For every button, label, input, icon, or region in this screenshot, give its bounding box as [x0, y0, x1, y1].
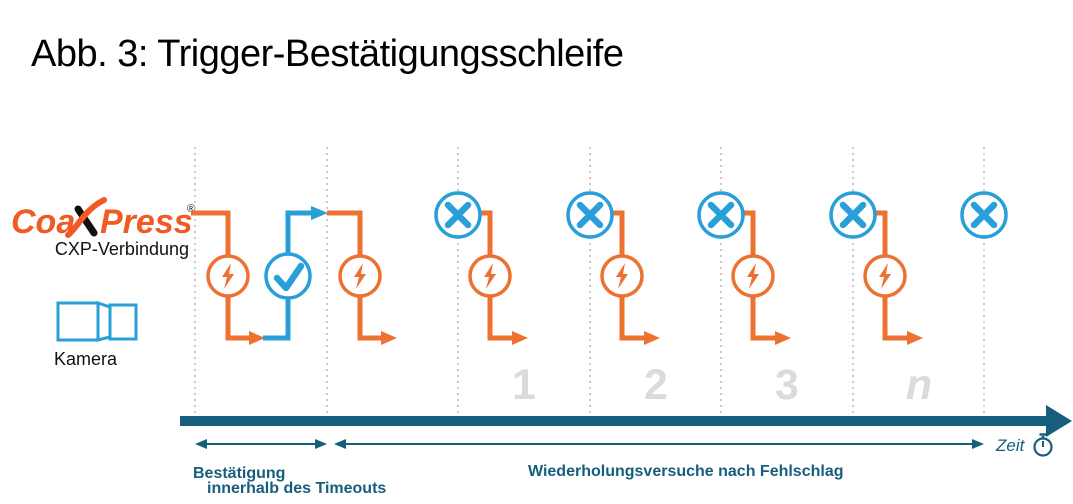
trigger-arrowhead: [249, 331, 265, 345]
lightning-icon: [879, 263, 891, 289]
figure-title: Abb. 3: Trigger-Bestätigungsschleife: [31, 33, 624, 75]
logo-text-press: Press: [100, 203, 193, 241]
x-icon: [839, 201, 867, 229]
retry-number: n: [906, 361, 932, 409]
lightning-icon: [222, 263, 234, 289]
lightning-icon: [616, 263, 628, 289]
range-arrowhead: [334, 439, 346, 449]
time-axis-arrowhead: [1046, 405, 1072, 437]
logo-x-stroke-icon: [74, 205, 98, 237]
retry-number: 1: [512, 361, 536, 409]
range-arrowhead: [972, 439, 984, 449]
trigger-arrowhead: [512, 331, 528, 345]
confirmation-label-line1: Bestätigung: [193, 465, 285, 482]
confirmation-label-line2: innerhalb des Timeouts: [207, 480, 386, 497]
coaxpress-logo: Coa Press ®: [11, 197, 195, 241]
lightning-icon: [484, 263, 496, 289]
x-icon: [444, 201, 472, 229]
stopwatch-icon: [1033, 433, 1053, 457]
lightning-icon: [354, 263, 366, 289]
retries-label: Wiederholungsversuche nach Fehlschlag: [528, 463, 844, 480]
range-arrowhead: [195, 439, 207, 449]
x-icon: [576, 201, 604, 229]
x-icon: [707, 201, 735, 229]
time-axis: [180, 416, 1048, 426]
cxp-connection-label: CXP-Verbindung: [54, 239, 189, 259]
trigger-arrowhead: [775, 331, 791, 345]
retry-number: 2: [644, 361, 668, 409]
logo-text-coa: Coa: [11, 203, 75, 241]
logo-x-swoosh-icon: [65, 197, 107, 238]
camera-icon: [56, 300, 138, 342]
range-arrowhead: [315, 439, 327, 449]
camera-lens: [108, 303, 138, 341]
zeit-label: Zeit: [995, 436, 1026, 455]
logo-registered-mark: ®: [187, 203, 195, 215]
check-icon: [273, 262, 305, 292]
trigger-arrowhead: [907, 331, 923, 345]
trigger-arrowhead: [644, 331, 660, 345]
retry-number: 3: [775, 361, 799, 409]
lightning-icon: [747, 263, 759, 289]
trigger-arrowhead: [381, 331, 397, 345]
camera-label: Kamera: [54, 349, 118, 369]
ack-node-circle: [264, 252, 312, 300]
x-icon: [970, 201, 998, 229]
ack-arrowhead: [311, 206, 328, 220]
